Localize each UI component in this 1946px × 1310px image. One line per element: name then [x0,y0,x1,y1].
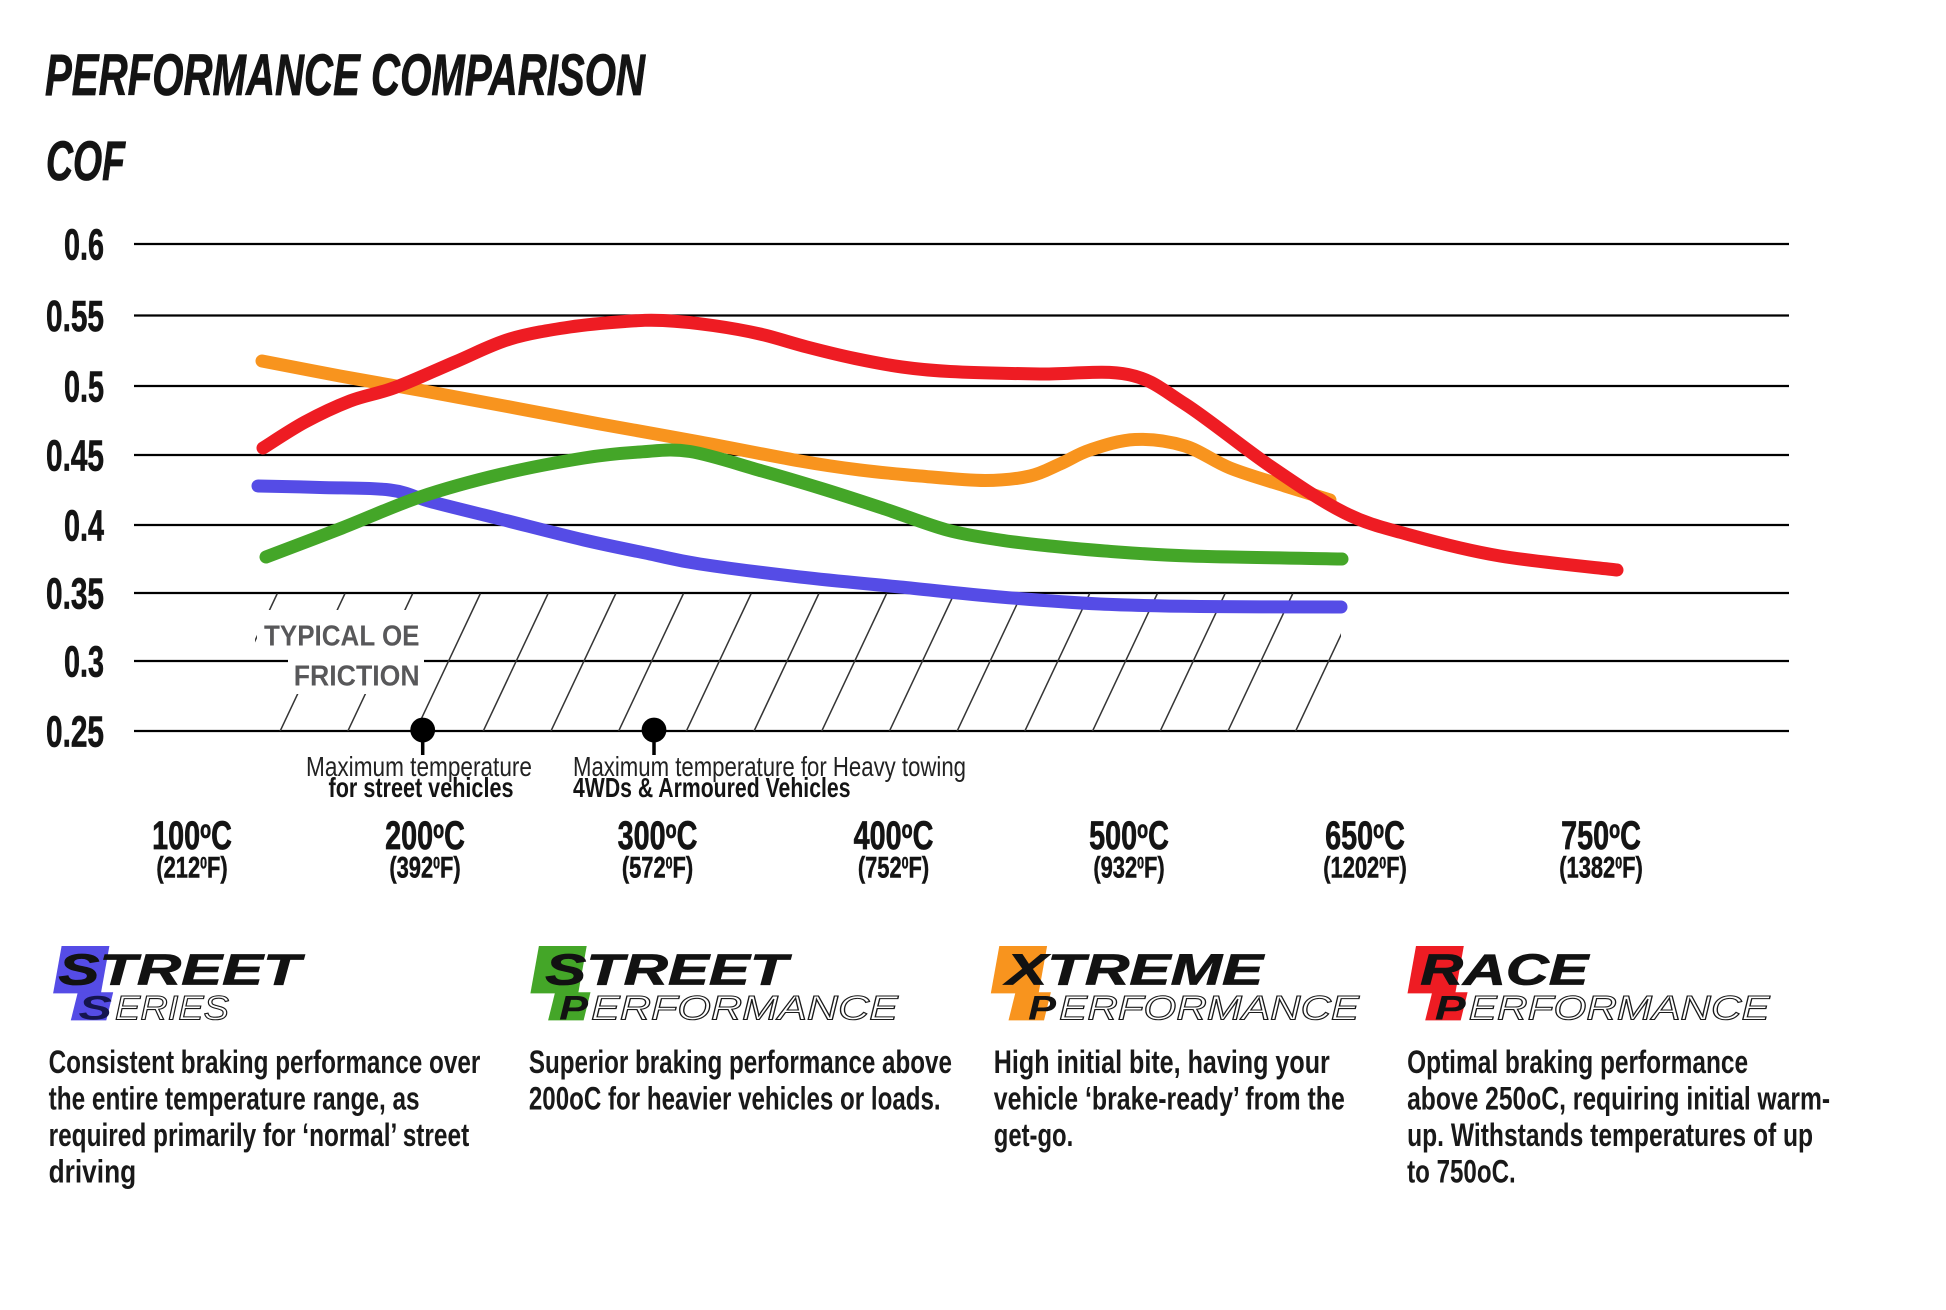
svg-text:0.4: 0.4 [64,502,104,551]
svg-text:COF: COF [46,129,126,192]
svg-text:(2120F): (2120F) [156,850,227,884]
svg-text:P: P [1435,989,1466,1027]
svg-text:vehicle ‘brake-ready’ from the: vehicle ‘brake-ready’ from the [994,1081,1345,1117]
svg-text:STREET: STREET [545,945,791,994]
svg-text:ERFORMANCE: ERFORMANCE [1469,989,1770,1027]
svg-text:0.55: 0.55 [46,292,104,341]
svg-text:Consistent braking performance: Consistent braking performance over [49,1044,481,1080]
svg-text:(13820F): (13820F) [1559,850,1643,884]
svg-text:to 750oC.: to 750oC. [1407,1153,1516,1189]
svg-text:0.25: 0.25 [46,708,104,757]
svg-text:650oC: 650oC [1325,813,1405,858]
svg-text:get-go.: get-go. [994,1117,1073,1153]
svg-text:(9320F): (9320F) [1093,850,1164,884]
svg-text:200oC: 200oC [385,813,465,858]
svg-text:P: P [559,989,588,1027]
svg-text:Superior braking performance a: Superior braking performance above [529,1044,952,1080]
svg-text:P: P [1028,989,1056,1027]
svg-text:0.45: 0.45 [46,432,104,481]
svg-text:0.3: 0.3 [64,638,104,687]
svg-text:500oC: 500oC [1089,813,1169,858]
svg-text:(5720F): (5720F) [622,850,693,884]
svg-text:up. Withstands temperatures of: up. Withstands temperatures of up [1407,1117,1813,1153]
svg-text:750oC: 750oC [1561,813,1641,858]
svg-text:STREET: STREET [59,945,305,994]
svg-text:200oC for heavier vehicles or: 200oC for heavier vehicles or loads. [529,1081,941,1117]
svg-text:S: S [79,989,113,1027]
svg-text:RACE: RACE [1420,945,1590,994]
svg-text:above 250oC, requiring initial: above 250oC, requiring initial warm- [1407,1081,1830,1117]
svg-text:(3920F): (3920F) [389,850,460,884]
svg-text:High initial bite, having your: High initial bite, having your [994,1044,1330,1080]
svg-text:ERFORMANCE: ERFORMANCE [591,989,898,1027]
svg-text:TYPICAL OE: TYPICAL OE [264,621,420,653]
svg-text:XTREME: XTREME [1002,945,1266,994]
svg-text:300oC: 300oC [618,813,698,858]
svg-text:ERIES: ERIES [115,989,229,1027]
svg-text:Maximum temperature: Maximum temperature [306,751,532,782]
svg-text:required primarily for ‘normal: required primarily for ‘normal’ street [49,1117,470,1153]
svg-text:driving: driving [49,1153,137,1189]
svg-text:0.6: 0.6 [64,221,104,270]
svg-text:FRICTION: FRICTION [294,660,420,692]
svg-text:0.35: 0.35 [46,570,104,619]
svg-text:(7520F): (7520F) [858,850,929,884]
svg-text:Maximum temperature for Heavy: Maximum temperature for Heavy towing [573,751,966,782]
svg-text:Optimal braking performance: Optimal braking performance [1407,1044,1748,1080]
svg-text:ERFORMANCE: ERFORMANCE [1059,989,1359,1027]
svg-text:400oC: 400oC [854,813,934,858]
svg-text:100oC: 100oC [152,813,232,858]
svg-text:the entire temperature range,: the entire temperature range, as [49,1081,420,1117]
svg-text:0.5: 0.5 [64,363,104,412]
svg-text:(12020F): (12020F) [1323,850,1407,884]
svg-text:PERFORMANCE COMPARISON: PERFORMANCE COMPARISON [45,43,646,108]
svg-text:4WDs & Armoured Vehicles: 4WDs & Armoured Vehicles [573,772,851,803]
svg-text:for street vehicles: for street vehicles [329,772,514,803]
